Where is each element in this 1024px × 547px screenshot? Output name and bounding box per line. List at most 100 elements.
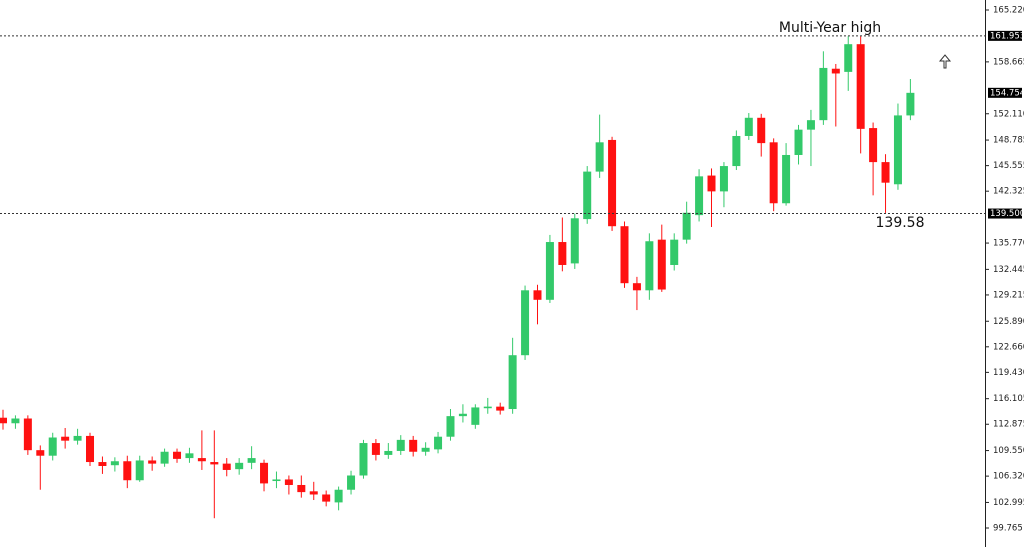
candle-body: [48, 437, 57, 456]
candle-body: [371, 443, 380, 455]
candle-body: [135, 460, 144, 481]
candle-body: [620, 226, 629, 284]
candle-body: [334, 489, 343, 503]
candle-body: [533, 290, 542, 300]
candle-body: [235, 462, 244, 470]
candle-body: [508, 355, 517, 410]
candle-body: [123, 461, 132, 481]
y-tick-label: 112.875: [993, 420, 1024, 430]
level-label: 161.953: [990, 31, 1024, 41]
level-tag: [988, 208, 1022, 219]
candle-body: [682, 212, 691, 240]
candle-body: [645, 241, 654, 291]
candle-body: [409, 439, 418, 452]
candle-body: [110, 461, 119, 466]
y-tick-label: 116.105: [993, 394, 1024, 404]
candle-body: [160, 451, 169, 464]
candle-body: [670, 239, 679, 265]
candle-body: [396, 439, 405, 451]
candle-body: [322, 494, 331, 502]
candle-body: [384, 450, 393, 455]
candle-body: [831, 68, 840, 74]
y-tick-label: 148.785: [993, 136, 1024, 146]
candle-body: [148, 460, 157, 464]
candle-body: [545, 242, 554, 300]
y-tick-label: 152.110: [993, 109, 1024, 119]
candle-body: [36, 450, 45, 456]
candle-body: [297, 484, 306, 493]
candle-body: [210, 462, 219, 465]
candle-body: [347, 475, 356, 490]
candle-body: [458, 413, 467, 417]
candle-body: [173, 451, 182, 459]
y-tick-label: 145.555: [993, 161, 1024, 171]
candle-body: [521, 290, 530, 356]
candle-body: [483, 406, 492, 409]
candle-body: [608, 139, 617, 227]
y-tick-label: 106.320: [993, 472, 1024, 482]
candle-body: [284, 479, 293, 485]
y-tick-label: 142.325: [993, 187, 1024, 197]
candle-body: [707, 175, 716, 192]
candle-body: [73, 435, 82, 441]
candle-body: [421, 447, 430, 452]
candle-body: [732, 135, 741, 167]
candle-body: [632, 283, 641, 291]
candle-body: [185, 453, 194, 459]
candle-body: [856, 44, 865, 129]
candle-body: [197, 458, 206, 462]
arrow-icon: [938, 54, 952, 69]
candle-body: [794, 129, 803, 155]
candle-body: [0, 417, 7, 424]
candle-body: [11, 418, 20, 424]
candle-body: [247, 458, 256, 463]
annotation: Multi-Year high: [779, 20, 881, 36]
candle-body: [86, 435, 95, 463]
candle-body: [471, 407, 480, 425]
candle-body: [757, 117, 766, 144]
level-tag: [988, 30, 1022, 41]
y-tick-label: 135.770: [993, 239, 1024, 249]
candle-body: [719, 166, 728, 192]
candle-body: [558, 242, 567, 265]
last-price-label: 154.754: [990, 88, 1024, 98]
candle-body: [446, 416, 455, 437]
candle-body: [806, 120, 815, 130]
y-tick-label: 125.890: [993, 317, 1024, 327]
candle-body: [881, 162, 890, 183]
last-price-tag: [988, 87, 1022, 98]
candle-body: [782, 154, 791, 204]
y-tick-label: 165.220: [993, 6, 1024, 16]
candle-body: [657, 239, 666, 290]
y-tick-label: 122.660: [993, 342, 1024, 352]
candle-body: [583, 171, 592, 220]
candle-body: [434, 436, 443, 450]
y-tick-label: 102.995: [993, 498, 1024, 508]
candle-body: [272, 479, 281, 482]
candle-body: [906, 92, 915, 116]
candle-body: [496, 406, 505, 411]
candle-body: [309, 491, 318, 495]
candle-body: [769, 142, 778, 204]
candle-body: [595, 142, 604, 172]
y-tick-label: 129.215: [993, 290, 1024, 300]
level-label: 139.500: [990, 209, 1024, 219]
candle-body: [819, 67, 828, 121]
annotation: 139.58: [876, 215, 925, 231]
candle-body: [893, 115, 902, 185]
candle-body: [570, 218, 579, 264]
y-tick-label: 109.550: [993, 446, 1024, 456]
y-tick-label: 132.445: [993, 265, 1024, 275]
candle-body: [23, 418, 32, 451]
y-tick-label: 99.765: [993, 524, 1023, 534]
y-tick-label: 119.430: [993, 368, 1024, 378]
candle-body: [844, 44, 853, 72]
y-tick-label: 158.665: [993, 57, 1024, 67]
candle-body: [222, 463, 231, 470]
candle-body: [744, 117, 753, 136]
candle-body: [869, 128, 878, 163]
candle-body: [695, 176, 704, 216]
candle-body: [61, 436, 70, 441]
